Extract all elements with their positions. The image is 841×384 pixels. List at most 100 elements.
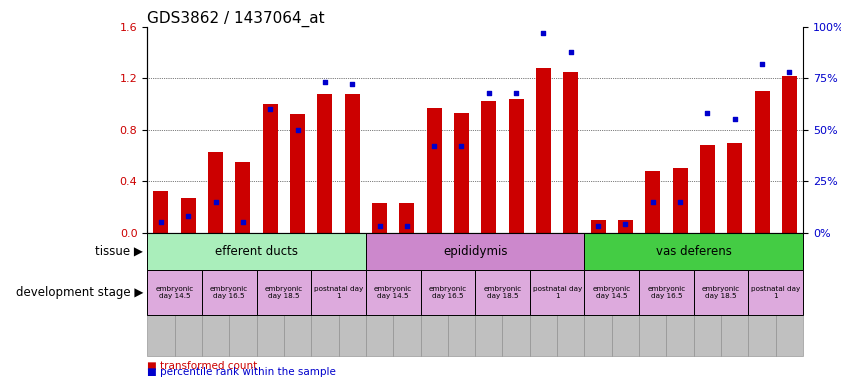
Text: postnatal day
1: postnatal day 1	[314, 286, 363, 299]
Bar	[174, 233, 202, 356]
Bar	[147, 233, 366, 270]
Bar	[536, 68, 551, 233]
Text: embryonic
day 18.5: embryonic day 18.5	[265, 286, 303, 299]
Text: embryonic
day 16.5: embryonic day 16.5	[648, 286, 685, 299]
Bar	[584, 233, 611, 356]
Bar	[694, 270, 748, 315]
Bar	[645, 171, 660, 233]
Bar	[317, 94, 332, 233]
Bar	[366, 233, 584, 270]
Bar	[611, 233, 639, 356]
Bar	[530, 270, 584, 315]
Bar	[727, 142, 743, 233]
Bar	[639, 270, 694, 315]
Point	[291, 127, 304, 133]
Text: embryonic
day 14.5: embryonic day 14.5	[593, 286, 631, 299]
Bar	[673, 168, 688, 233]
Point	[209, 199, 222, 205]
Text: ■ transformed count: ■ transformed count	[147, 361, 257, 371]
Point	[564, 48, 578, 55]
Text: embryonic
day 18.5: embryonic day 18.5	[702, 286, 740, 299]
Point	[400, 223, 414, 230]
Bar	[475, 233, 502, 356]
Point	[482, 89, 495, 96]
Bar	[257, 270, 311, 315]
Bar	[530, 233, 557, 356]
Bar	[748, 270, 803, 315]
Bar	[311, 270, 366, 315]
Bar	[700, 145, 715, 233]
Point	[182, 213, 195, 219]
Bar	[639, 233, 666, 356]
Bar	[311, 233, 338, 356]
Point	[728, 116, 742, 122]
Bar	[509, 99, 524, 233]
Bar	[366, 270, 420, 315]
Bar	[563, 72, 579, 233]
Bar	[618, 220, 633, 233]
Point	[701, 110, 714, 116]
Point	[674, 199, 687, 205]
Bar	[153, 192, 168, 233]
Bar	[290, 114, 305, 233]
Bar	[481, 101, 496, 233]
Bar	[202, 233, 229, 356]
Bar	[557, 233, 584, 356]
Bar	[399, 203, 415, 233]
Bar	[584, 270, 639, 315]
Bar	[338, 233, 366, 356]
Bar	[366, 233, 393, 356]
Bar	[208, 152, 223, 233]
Bar	[694, 233, 721, 356]
Point	[346, 81, 359, 88]
Bar	[262, 104, 278, 233]
Point	[455, 143, 468, 149]
Text: GDS3862 / 1437064_at: GDS3862 / 1437064_at	[147, 11, 325, 27]
Bar	[147, 270, 202, 315]
Point	[591, 223, 605, 230]
Bar	[283, 233, 311, 356]
Text: efferent ducts: efferent ducts	[215, 245, 298, 258]
Bar	[345, 94, 360, 233]
Point	[318, 79, 331, 86]
Point	[619, 221, 632, 227]
Text: postnatal day
1: postnatal day 1	[532, 286, 582, 299]
Bar	[454, 113, 469, 233]
Bar	[257, 233, 283, 356]
Text: development stage ▶: development stage ▶	[16, 286, 143, 299]
Point	[236, 219, 250, 225]
Text: postnatal day
1: postnatal day 1	[751, 286, 801, 299]
Bar	[447, 233, 475, 356]
Bar	[584, 233, 803, 270]
Point	[537, 30, 550, 36]
Bar	[754, 91, 770, 233]
Text: tissue ▶: tissue ▶	[95, 245, 143, 258]
Text: embryonic
day 16.5: embryonic day 16.5	[429, 286, 467, 299]
Point	[755, 61, 769, 67]
Bar	[748, 233, 775, 356]
Point	[154, 219, 167, 225]
Point	[646, 199, 659, 205]
Text: vas deferens: vas deferens	[656, 245, 732, 258]
Bar	[666, 233, 694, 356]
Bar	[229, 233, 257, 356]
Bar	[503, 233, 530, 356]
Bar	[147, 233, 174, 356]
Text: embryonic
day 14.5: embryonic day 14.5	[374, 286, 412, 299]
Text: embryonic
day 18.5: embryonic day 18.5	[484, 286, 521, 299]
Bar	[775, 233, 803, 356]
Bar	[590, 220, 606, 233]
Text: embryonic
day 14.5: embryonic day 14.5	[156, 286, 193, 299]
Point	[263, 106, 277, 112]
Bar	[475, 270, 530, 315]
Bar	[420, 233, 447, 356]
Bar	[426, 108, 442, 233]
Bar	[372, 203, 387, 233]
Bar	[420, 270, 475, 315]
Text: embryonic
day 16.5: embryonic day 16.5	[210, 286, 248, 299]
Bar	[181, 198, 196, 233]
Text: ■ percentile rank within the sample: ■ percentile rank within the sample	[147, 367, 336, 377]
Bar	[202, 270, 257, 315]
Bar	[393, 233, 420, 356]
Bar	[235, 162, 251, 233]
